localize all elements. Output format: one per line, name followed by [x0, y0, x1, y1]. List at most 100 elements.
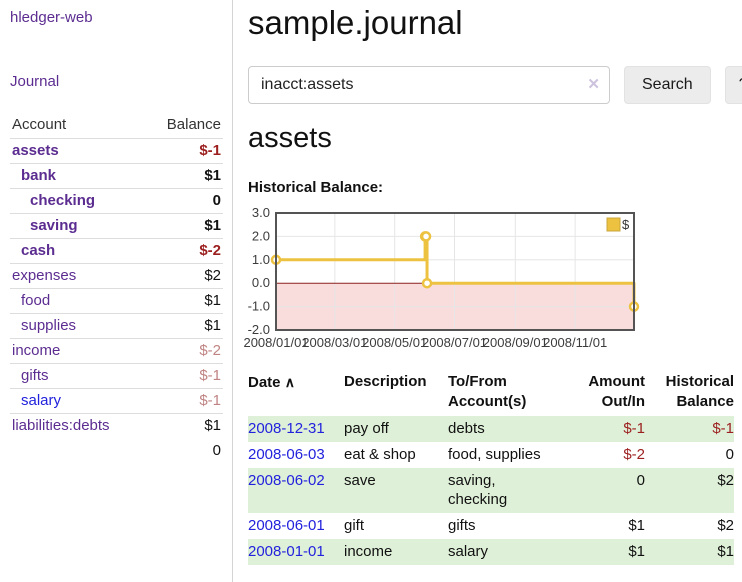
account-balance: $-1: [144, 388, 223, 414]
transaction-accounts-cell: food, supplies: [448, 446, 541, 463]
account-heading: assets: [248, 122, 332, 154]
transaction-amount-cell: $-2: [623, 446, 645, 463]
y-axis-tick-label: 2.0: [252, 228, 270, 243]
register-header-row: Date ∧ Description To/From Account(s) Am…: [248, 370, 734, 416]
transaction-balance-cell: $-1: [645, 416, 734, 442]
account-row: food $1: [10, 288, 223, 314]
sidebar-account-link[interactable]: assets: [12, 142, 59, 159]
total-spacer: [10, 438, 144, 459]
balance-column-header: Balance: [144, 113, 223, 139]
transaction-date-link[interactable]: 2008-12-31: [248, 420, 325, 437]
transaction-row: 2008-06-03 eat & shop food, supplies $-2 0: [248, 442, 734, 468]
transaction-balance-cell: $2: [717, 517, 734, 534]
accounts-header-row: Account Balance: [10, 113, 223, 139]
transaction-date-link[interactable]: 2008-01-01: [248, 543, 325, 560]
accounts-balance-table: Account Balance assets $-1 bank $1 checking 0…: [10, 113, 223, 459]
transaction-description-cell: pay off: [344, 416, 448, 442]
date-column-header[interactable]: Date ∧: [248, 370, 344, 416]
account-balance: $1: [144, 413, 223, 438]
data-point-marker: [420, 231, 432, 242]
transaction-date-link[interactable]: 2008-06-01: [248, 517, 325, 534]
sidebar-account-link[interactable]: income: [12, 342, 61, 359]
data-point-marker: [421, 277, 433, 289]
y-axis-tick-label: 0.0: [252, 275, 270, 290]
sidebar-item-journal[interactable]: Journal: [10, 73, 60, 90]
account-balance: $1: [144, 313, 223, 339]
transaction-row: 2008-12-31 pay off debts $-1 $-1: [248, 416, 734, 442]
account-balance: $1: [144, 213, 223, 239]
sidebar: hledger-web Journal Account Balance asse…: [0, 0, 233, 582]
transaction-amount-cell: $1: [578, 539, 645, 565]
app-title-link[interactable]: hledger-web: [10, 9, 93, 26]
sidebar-account-link[interactable]: cash: [21, 242, 56, 259]
transaction-accounts-cell: saving, checking: [448, 468, 578, 513]
transaction-date-cell: 2008-06-01: [248, 513, 344, 539]
search-button[interactable]: Search: [624, 66, 711, 104]
transaction-row: 2008-06-02 save saving, checking 0 $2: [248, 468, 734, 513]
transaction-balance-cell: $1: [645, 539, 734, 565]
transaction-balance-cell: 0: [725, 446, 734, 463]
transaction-accounts-cell: gifts: [448, 517, 476, 534]
description-column-header: Description: [344, 373, 427, 390]
account-row: income $-2: [10, 338, 223, 364]
account-balance: $1: [144, 163, 223, 189]
register-table: Date ∧ Description To/From Account(s) Am…: [248, 370, 734, 565]
sidebar-account-link[interactable]: expenses: [12, 267, 77, 284]
search-box: ✕: [248, 66, 610, 104]
legend-color-box: [606, 217, 621, 232]
sidebar-account-link[interactable]: checking: [30, 192, 96, 209]
search-input[interactable]: [248, 66, 610, 104]
sidebar-account-link[interactable]: salary: [21, 392, 62, 409]
accounts-column-header: Account: [10, 113, 145, 139]
transaction-accounts-cell: debts: [448, 416, 578, 442]
account-row: saving $1: [10, 213, 223, 239]
account-balance: $-2: [144, 338, 223, 364]
account-row: checking 0: [10, 188, 223, 214]
account-row: gifts $-1: [10, 363, 223, 389]
transaction-description-cell: save: [344, 468, 448, 513]
account-row: assets $-1: [10, 139, 223, 164]
account-balance: $-1: [144, 363, 223, 389]
sidebar-account-link[interactable]: gifts: [21, 367, 49, 384]
account-row: bank $1: [10, 163, 223, 189]
transaction-date-link[interactable]: 2008-06-03: [248, 446, 325, 463]
transaction-balance-cell: $2: [645, 468, 734, 513]
transaction-description-cell: gift: [344, 517, 365, 534]
plot-border: [275, 212, 635, 331]
help-button[interactable]: ?: [724, 66, 742, 104]
account-balance: $1: [144, 288, 223, 314]
transaction-date-cell: 2008-01-01: [248, 539, 344, 565]
x-axis-tick-label: 2008/07/01: [422, 335, 487, 350]
sidebar-account-link[interactable]: bank: [21, 167, 57, 184]
transaction-amount-cell: $1: [628, 517, 645, 534]
legend-label: $: [622, 217, 630, 232]
y-axis-tick-label: -2.0: [248, 322, 270, 337]
sidebar-account-link[interactable]: food: [21, 292, 51, 309]
historical-balance-chart: $3.0 2.0 1.0 0.0 -1.0 -2.0 2008/01/01 2008/03/0…: [243, 205, 742, 352]
transaction-date-cell: 2008-06-02: [248, 468, 344, 513]
y-axis-tick-label: -1.0: [248, 299, 270, 314]
account-row: cash $-2: [10, 238, 223, 264]
clear-search-icon[interactable]: ✕: [587, 76, 600, 93]
transaction-amount-cell: 0: [578, 468, 645, 513]
transaction-row: 2008-06-01 gift gifts $1 $2: [248, 513, 734, 539]
transaction-row: 2008-01-01 income salary $1 $1: [248, 539, 734, 565]
x-axis-tick-label: 2008/09/01: [483, 335, 548, 350]
sidebar-account-link[interactable]: liabilities:debts: [12, 417, 110, 434]
account-balance: $-1: [199, 142, 221, 159]
transaction-description-cell: eat & shop: [344, 446, 416, 463]
transaction-amount-cell: $-1: [578, 416, 645, 442]
sidebar-account-link[interactable]: supplies: [21, 317, 77, 334]
sidebar-account-link[interactable]: saving: [30, 217, 78, 234]
transaction-description-cell: income: [344, 539, 448, 565]
chart-title: Historical Balance:: [248, 179, 384, 196]
x-axis-tick-label: 2008/03/01: [302, 335, 367, 350]
account-balance: $-2: [144, 238, 223, 264]
account-row: expenses $2: [10, 263, 223, 289]
transaction-accounts-cell: salary: [448, 539, 578, 565]
transaction-date-cell: 2008-06-03: [248, 442, 344, 468]
transaction-date-link[interactable]: 2008-06-02: [248, 472, 325, 489]
account-row: salary $-1: [10, 388, 223, 414]
total-balance: 0: [212, 442, 221, 459]
